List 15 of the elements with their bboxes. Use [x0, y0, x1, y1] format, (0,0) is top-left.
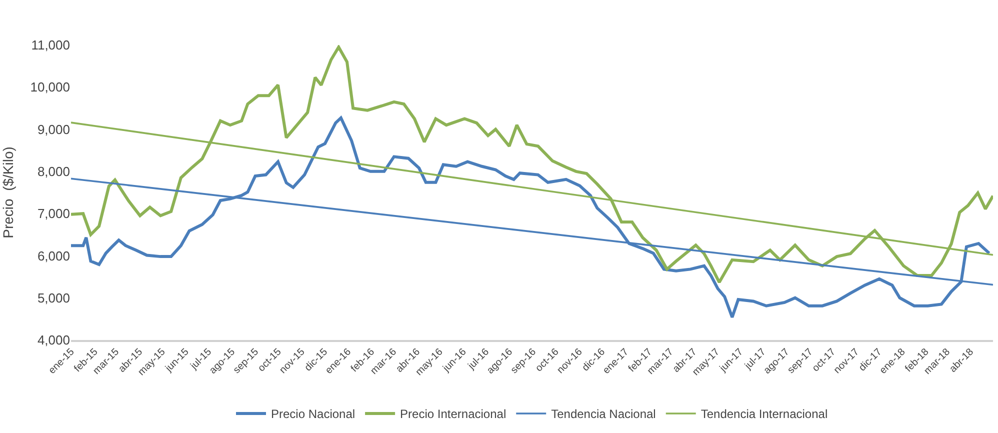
y-tick-label: 7,000: [37, 206, 70, 222]
y-tick-label: 5,000: [37, 290, 70, 306]
legend-label: Tendencia Nacional: [551, 407, 656, 422]
legend-label: Precio Internacional: [400, 407, 506, 422]
y-tick-label: 9,000: [37, 122, 70, 137]
line-series: [71, 116, 991, 319]
y-tick-label: 11,000: [31, 38, 70, 53]
legend-label: Precio Nacional: [271, 407, 356, 422]
y-tick-label: 10,000: [30, 80, 70, 95]
y-axis-title: Precio ($/Kilo): [0, 146, 16, 238]
line-series: [71, 46, 993, 284]
y-tick-label: 6,000: [37, 248, 70, 264]
legend-label: Tendencia Internacional: [700, 407, 828, 422]
y-tick-label: 4,000: [37, 332, 70, 348]
y-tick-label: 8,000: [37, 164, 70, 179]
